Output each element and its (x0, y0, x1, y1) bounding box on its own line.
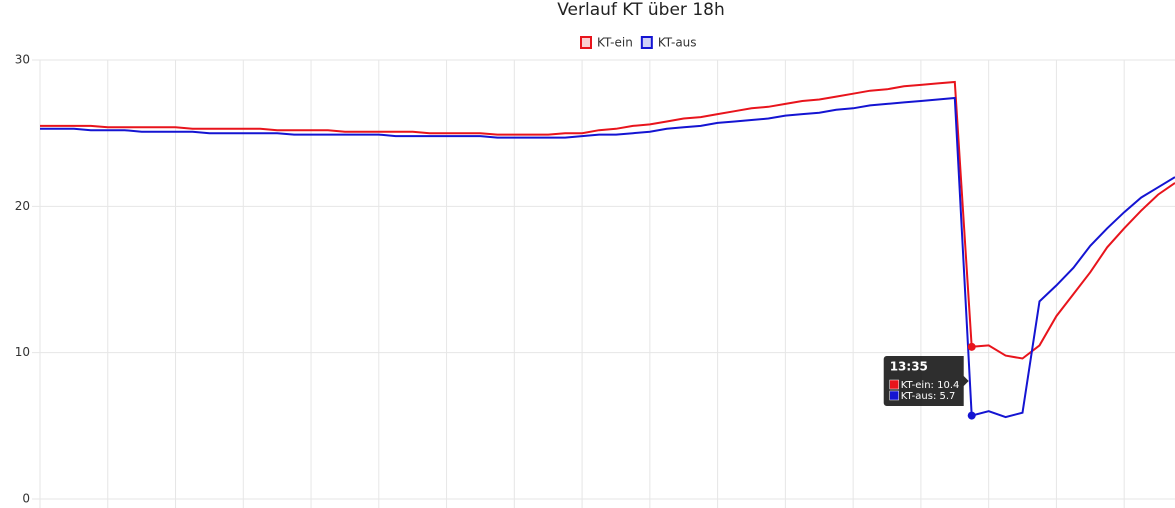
tooltip-title: 13:35 (890, 360, 928, 374)
tooltip-swatch (889, 379, 899, 390)
tooltip-swatch (889, 390, 899, 401)
hover-point (967, 411, 976, 420)
line-series (40, 80, 1175, 360)
legend-label: KT-ein (597, 36, 633, 50)
legend-label: KT-aus (658, 36, 697, 50)
tooltip: 13:35 KT-ein: 10.4KT-aus: 5.7 (883, 356, 969, 406)
tooltip-line: KT-ein: 10.4 (901, 380, 960, 391)
hover-point (967, 342, 976, 351)
y-tick-label: 30 (15, 53, 30, 67)
line-series (40, 96, 1175, 419)
tooltip-line: KT-aus: 5.7 (901, 391, 956, 402)
y-tick-label: 0 (22, 492, 30, 506)
y-tick-label: 10 (15, 345, 30, 359)
y-tick-label: 20 (15, 199, 30, 213)
chart-title: Verlauf KT über 18h (557, 0, 725, 20)
legend-swatch (580, 36, 592, 49)
tooltip-box (883, 356, 969, 406)
legend-swatch (640, 36, 653, 49)
